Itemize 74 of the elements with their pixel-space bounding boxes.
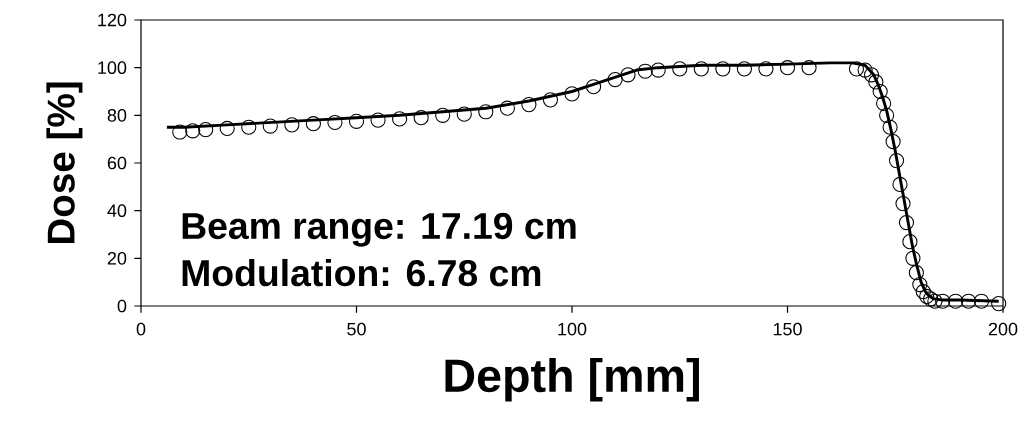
point — [876, 95, 892, 112]
point — [478, 104, 494, 120]
point — [693, 61, 709, 77]
point — [922, 291, 939, 307]
point — [585, 79, 602, 95]
point — [327, 114, 343, 131]
point — [905, 250, 921, 266]
x-tick-label: 50 — [347, 322, 366, 336]
point — [650, 62, 666, 78]
y-axis-title: Dose [%] — [46, 82, 83, 244]
point — [185, 123, 201, 139]
point — [991, 296, 1007, 312]
point — [857, 62, 873, 78]
point — [801, 60, 817, 76]
y-tick-label: 20 — [107, 251, 127, 265]
point — [947, 293, 964, 309]
point — [391, 111, 408, 127]
x-axis-title: Depth [mm] — [445, 357, 699, 402]
point — [758, 61, 774, 77]
point — [927, 293, 943, 309]
point — [715, 61, 731, 77]
point — [672, 61, 688, 77]
point — [607, 71, 623, 88]
point — [892, 176, 908, 193]
x-tick-label: 100 — [558, 322, 587, 336]
point — [637, 63, 653, 79]
y-tick-label: 0 — [117, 299, 127, 313]
point — [935, 293, 951, 309]
point — [305, 116, 322, 132]
point — [219, 120, 235, 137]
point — [241, 119, 257, 135]
point — [564, 86, 580, 102]
point — [348, 113, 365, 129]
annotation: Beam range: 17.19 cm — [182, 212, 576, 247]
x-tick-label: 150 — [773, 322, 802, 336]
x-tick-label: 0 — [136, 322, 146, 336]
point — [198, 122, 214, 138]
point — [902, 234, 918, 250]
point — [284, 117, 300, 133]
y-tick-label: 60 — [107, 156, 127, 170]
annotation: Modulation: 6.78 cm — [182, 258, 541, 287]
y-tick-label: 100 — [98, 61, 127, 75]
point — [879, 107, 895, 123]
point — [456, 106, 472, 122]
point — [915, 284, 931, 300]
y-tick-label: 80 — [107, 108, 127, 122]
point — [895, 195, 911, 212]
point — [499, 100, 515, 116]
x-tick-label: 200 — [988, 322, 1018, 336]
point — [435, 107, 451, 123]
point — [960, 293, 977, 309]
y-tick-label: 40 — [107, 204, 127, 218]
point — [172, 124, 188, 140]
point — [912, 276, 928, 293]
point — [262, 118, 278, 134]
point — [919, 288, 935, 305]
point — [888, 153, 905, 169]
point — [908, 265, 924, 281]
y-tick-label: 120 — [98, 13, 127, 27]
point — [521, 97, 537, 113]
point — [736, 61, 753, 77]
point — [370, 112, 386, 128]
point — [868, 74, 884, 90]
point — [413, 110, 429, 126]
point — [779, 60, 796, 76]
point — [973, 293, 990, 309]
point — [542, 92, 559, 108]
point — [872, 83, 888, 100]
point — [885, 133, 901, 150]
point — [882, 119, 898, 135]
point — [620, 67, 636, 83]
point — [848, 61, 865, 77]
point — [863, 67, 880, 83]
point — [898, 214, 915, 231]
